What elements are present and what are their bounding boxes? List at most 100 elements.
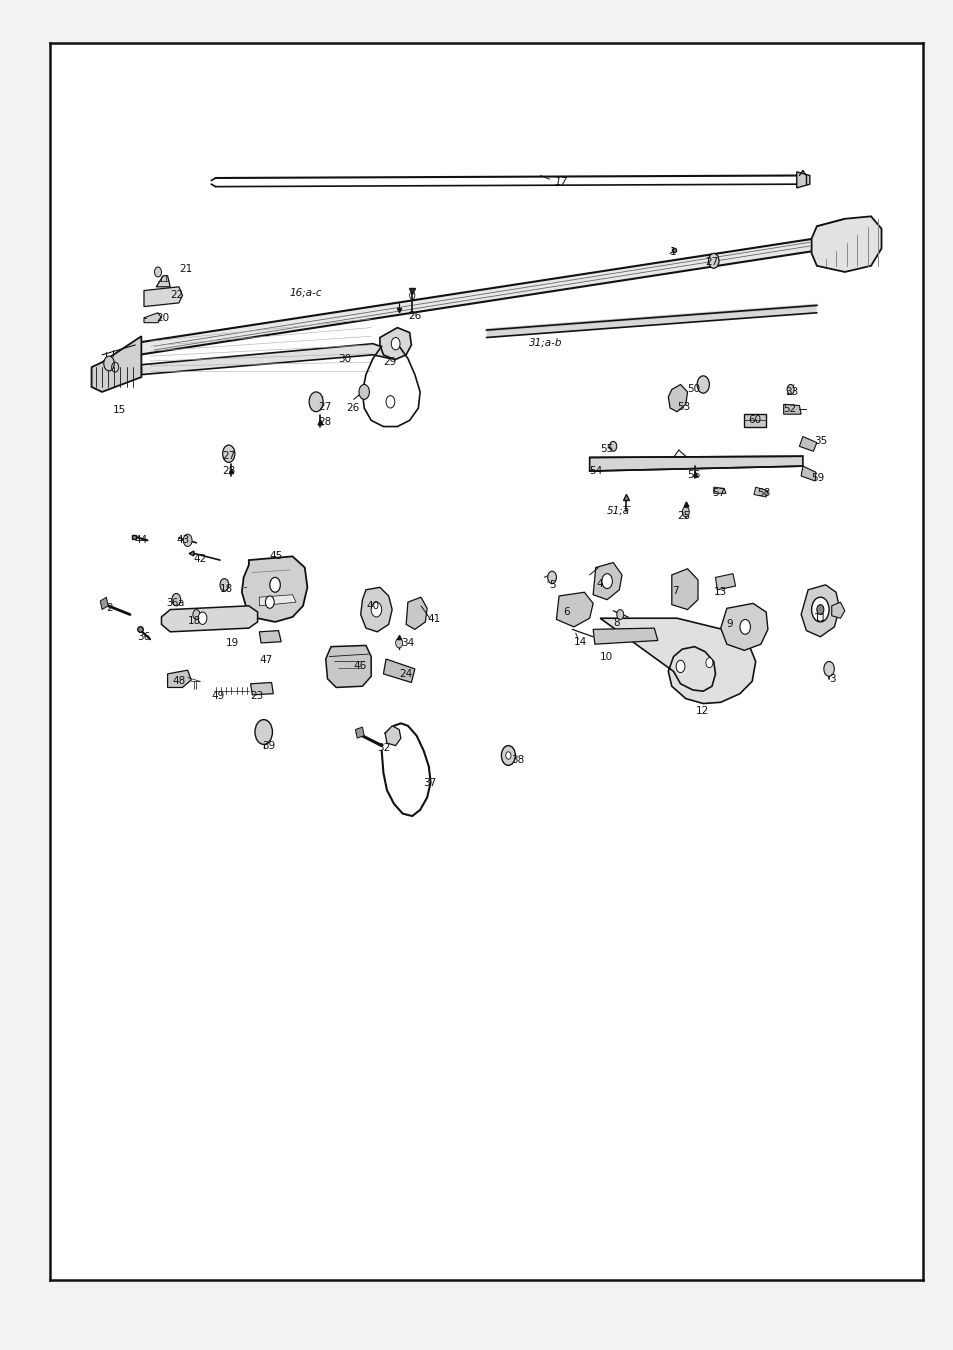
Circle shape [616, 610, 623, 620]
Polygon shape [486, 305, 816, 338]
Polygon shape [593, 563, 621, 599]
Text: 27: 27 [222, 451, 235, 462]
Text: 58: 58 [757, 489, 770, 498]
Text: 37: 37 [423, 778, 436, 787]
Polygon shape [782, 404, 801, 414]
Circle shape [309, 392, 323, 412]
Text: 12: 12 [696, 706, 709, 716]
Text: 11: 11 [814, 613, 826, 624]
Text: 24: 24 [398, 668, 412, 679]
Text: 13: 13 [713, 587, 726, 597]
Text: 7: 7 [671, 586, 678, 595]
Polygon shape [801, 585, 839, 637]
Text: 4: 4 [596, 579, 602, 589]
Text: 32: 32 [377, 743, 390, 753]
Text: 42: 42 [193, 554, 207, 564]
Polygon shape [796, 171, 809, 188]
Polygon shape [144, 313, 161, 323]
Text: 44: 44 [134, 536, 148, 545]
Polygon shape [801, 466, 815, 481]
Circle shape [708, 254, 719, 269]
Circle shape [265, 595, 274, 609]
Text: 3: 3 [828, 674, 835, 684]
Text: 41: 41 [427, 614, 440, 625]
Text: 38: 38 [511, 756, 524, 765]
Circle shape [270, 578, 280, 593]
Circle shape [220, 579, 229, 591]
Text: 30: 30 [337, 354, 351, 363]
Text: 5: 5 [549, 580, 556, 590]
Text: 27: 27 [704, 256, 718, 267]
Text: 46: 46 [354, 662, 367, 671]
Text: 35: 35 [814, 436, 826, 447]
Polygon shape [589, 456, 802, 471]
Circle shape [198, 612, 207, 625]
Text: 8: 8 [613, 618, 619, 628]
Polygon shape [556, 593, 593, 626]
Text: 23: 23 [251, 691, 264, 701]
Text: 25: 25 [677, 510, 690, 521]
Text: 48: 48 [172, 676, 185, 686]
Text: 52: 52 [782, 404, 796, 414]
Circle shape [501, 745, 515, 765]
Polygon shape [599, 618, 755, 703]
Circle shape [609, 441, 616, 451]
Polygon shape [385, 726, 400, 745]
Circle shape [740, 620, 750, 634]
Text: 22: 22 [170, 290, 183, 301]
Circle shape [601, 574, 612, 589]
Polygon shape [91, 336, 141, 391]
Polygon shape [251, 683, 273, 695]
Text: 28: 28 [317, 417, 331, 427]
Circle shape [547, 571, 556, 583]
Polygon shape [156, 275, 170, 286]
Text: 17: 17 [554, 177, 567, 186]
Circle shape [705, 657, 712, 668]
Text: 28: 28 [222, 466, 235, 477]
Text: 56: 56 [687, 470, 700, 479]
Polygon shape [259, 630, 281, 643]
Text: 10: 10 [599, 652, 613, 662]
Text: 33: 33 [784, 387, 798, 397]
Text: 34: 34 [400, 639, 414, 648]
Text: 21: 21 [179, 265, 192, 274]
Text: 16;a-c: 16;a-c [290, 288, 322, 298]
Circle shape [154, 267, 161, 277]
Polygon shape [720, 603, 767, 651]
Polygon shape [406, 597, 427, 629]
Circle shape [172, 594, 180, 606]
Text: 18: 18 [188, 616, 201, 625]
Text: 18: 18 [220, 583, 233, 594]
Circle shape [395, 639, 402, 648]
Text: 55: 55 [599, 444, 613, 454]
Text: 47: 47 [259, 655, 273, 666]
Text: 57: 57 [711, 489, 724, 498]
Polygon shape [141, 344, 390, 374]
Circle shape [193, 610, 200, 620]
Circle shape [222, 446, 234, 463]
Polygon shape [715, 574, 735, 590]
Polygon shape [161, 606, 257, 632]
Circle shape [676, 660, 684, 672]
Text: 6: 6 [563, 608, 570, 617]
Text: 31;a-b: 31;a-b [528, 338, 561, 347]
Polygon shape [753, 487, 767, 497]
Text: 26: 26 [346, 404, 359, 413]
Text: 45: 45 [270, 551, 283, 562]
Text: 39: 39 [262, 741, 274, 751]
Polygon shape [799, 436, 816, 451]
Polygon shape [355, 728, 364, 738]
Text: 27: 27 [317, 402, 331, 412]
Text: 50: 50 [687, 385, 700, 394]
Polygon shape [831, 602, 844, 618]
Polygon shape [360, 587, 392, 632]
Circle shape [811, 597, 828, 622]
Text: 2: 2 [107, 603, 112, 613]
Polygon shape [100, 597, 108, 610]
Text: 26: 26 [408, 312, 420, 321]
Text: 36: 36 [137, 632, 150, 641]
Circle shape [823, 662, 834, 676]
Text: 59: 59 [811, 474, 824, 483]
Text: 1: 1 [669, 247, 676, 258]
Circle shape [386, 396, 395, 408]
